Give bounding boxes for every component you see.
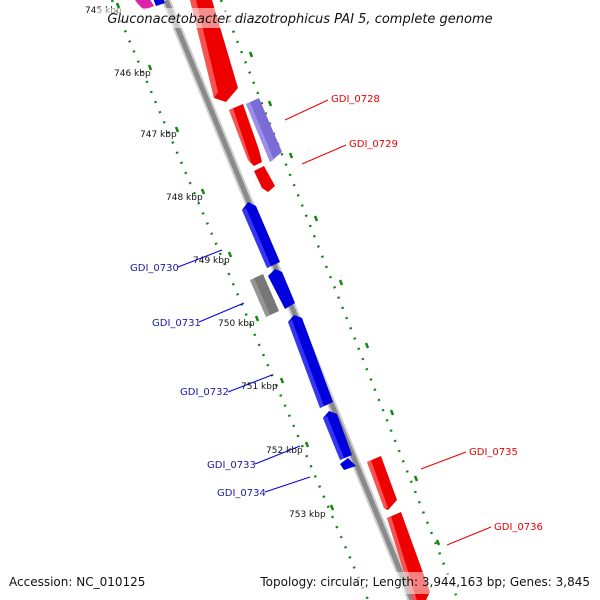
gene-label-0728[interactable]: GDI_0728 [331,94,380,105]
tick-label: 753 kbp [289,510,326,520]
leader-lines [177,99,492,546]
gene-labels-forward: GDI_0728 GDI_0729 GDI_0735 GDI_0736 [331,94,543,533]
footer-backdrop [0,572,600,594]
tick-label: 746 kbp [114,69,151,79]
gene-reverse-0734[interactable] [340,458,356,470]
gene-label-0731[interactable]: GDI_0731 [152,318,201,329]
tick-label: 751 kbp [241,382,278,392]
gene-partial-blue-top[interactable] [152,0,165,6]
gene-forward-small[interactable] [254,166,275,192]
gene-label-0733[interactable]: GDI_0733 [207,460,256,471]
genome-title: Gluconacetobacter diazotrophicus PAI 5, … [107,12,492,27]
tick-label: 747 kbp [140,130,177,140]
tick-label: 748 kbp [166,193,203,203]
inner-guide-dotted-line [110,0,370,600]
gene-label-0736[interactable]: GDI_0736 [494,522,543,533]
gene-reverse-0733[interactable] [323,411,352,460]
tick-label: 749 kbp [193,256,230,266]
gene-partial-magenta[interactable] [132,0,154,10]
gene-label-0735[interactable]: GDI_0735 [469,447,518,458]
genome-summary-text: Topology: circular; Length: 3,944,163 bp… [259,575,590,589]
gene-other-0731[interactable] [250,274,279,317]
inner-guide-major-ticks [115,2,335,511]
title-backdrop [95,8,505,28]
gene-forward-0729[interactable] [229,104,262,166]
gene-reverse-0730[interactable] [242,202,280,268]
gene-label-0730[interactable]: GDI_0730 [130,263,179,274]
tick-label: 752 kbp [266,446,303,456]
outer-guide-major-ticks [248,51,441,546]
scale-tick-labels: 745 kbp 746 kbp 747 kbp 748 kbp 749 kbp … [85,6,326,520]
gene-reverse-0731b[interactable] [268,269,295,309]
accession-text: Accession: NC_010125 [9,575,145,589]
gene-label-0729[interactable]: GDI_0729 [349,139,398,150]
tick-label: 750 kbp [218,319,255,329]
gene-forward-0728-purple[interactable] [246,98,282,162]
gene-reverse-0732[interactable] [288,315,333,408]
outer-guide-dotted-line [219,0,460,600]
gene-label-0732[interactable]: GDI_0732 [180,387,229,398]
gene-forward-0735[interactable] [367,456,397,510]
gene-labels-reverse: GDI_0730 GDI_0731 GDI_0732 GDI_0733 GDI_… [130,263,266,499]
gene-label-0734[interactable]: GDI_0734 [217,488,266,499]
